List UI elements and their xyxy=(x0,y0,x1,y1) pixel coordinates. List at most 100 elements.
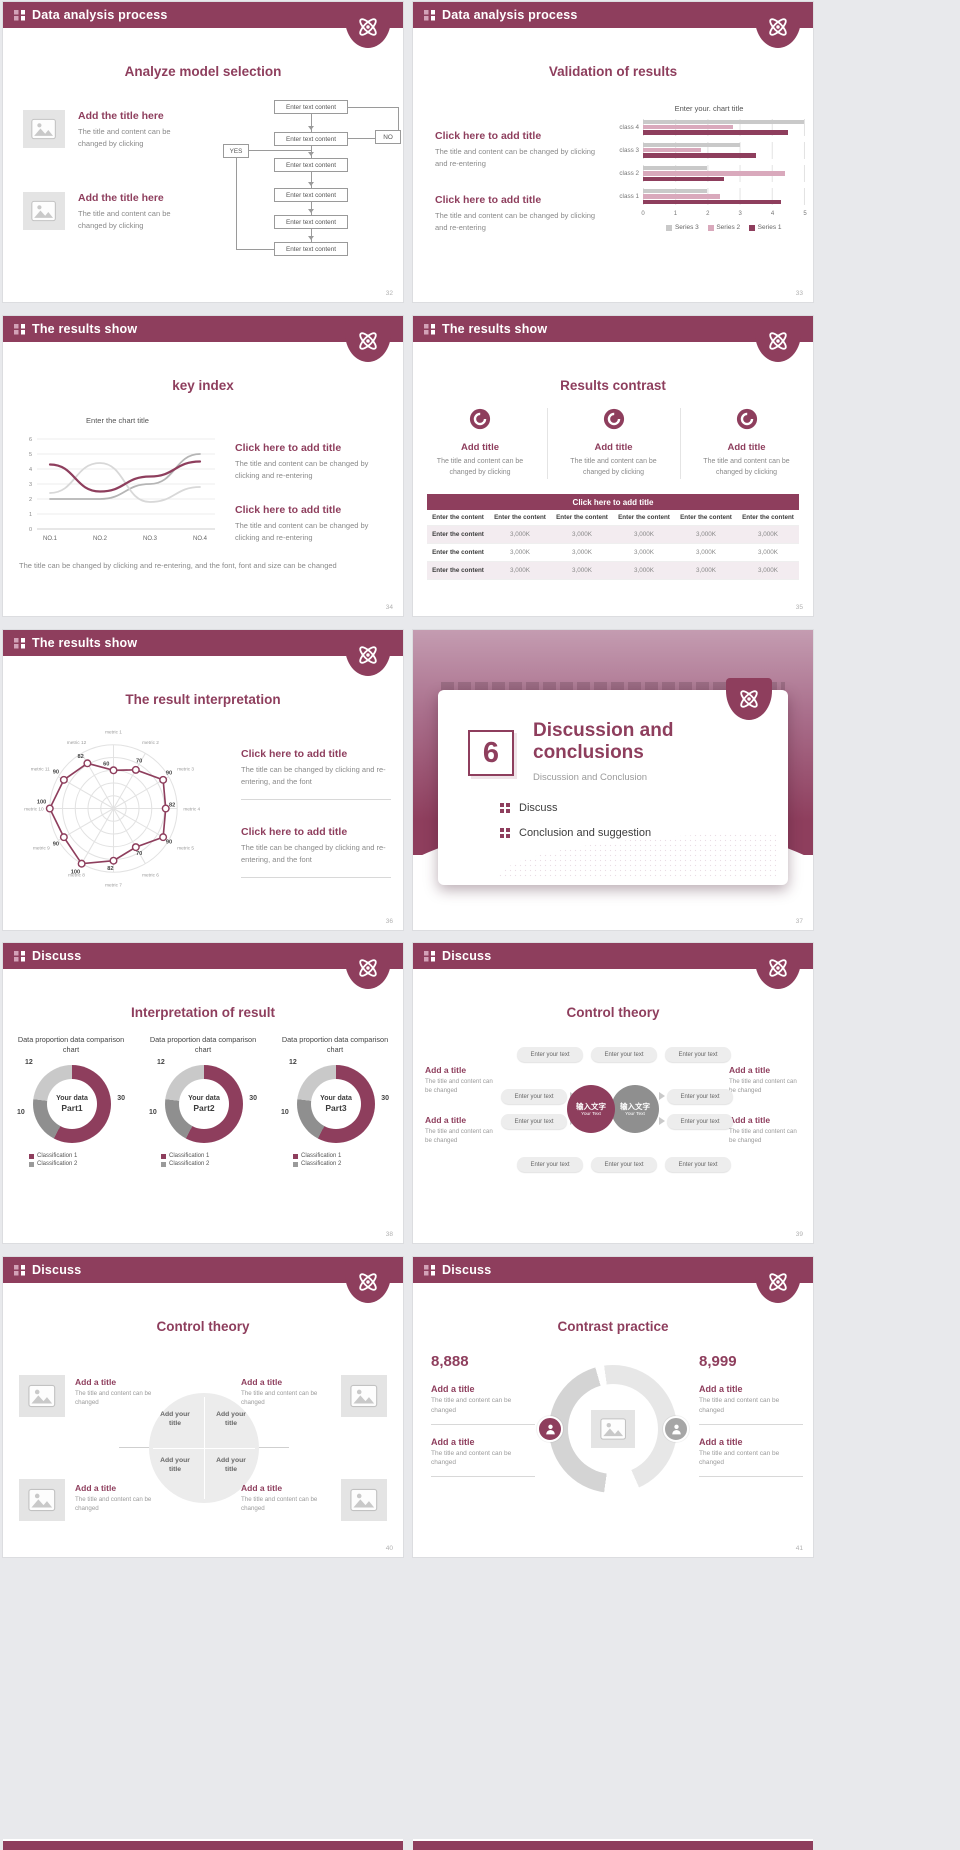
slide-thumbnail-38[interactable]: Discuss Interpretation of result Data pr… xyxy=(3,943,403,1243)
item-body: The title can be changed by clicking and… xyxy=(241,765,386,786)
image-placeholder xyxy=(341,1479,387,1521)
slide-thumbnail-34[interactable]: The results show key index Enter the cha… xyxy=(3,316,403,616)
quadrant-label: Add your title xyxy=(216,1457,246,1473)
stat-number: 8,999 xyxy=(699,1353,737,1370)
corner-item: Add a title The title and content can be… xyxy=(75,1377,152,1407)
svg-text:metric 10: metric 10 xyxy=(24,807,44,813)
donut-group: Data proportion data comparison chart 12… xyxy=(277,1035,393,1167)
slide-thumbnail-35[interactable]: The results show Results contrast Add ti… xyxy=(413,316,813,616)
svg-text:metric 8: metric 8 xyxy=(68,872,85,878)
item-title: Add the title here xyxy=(78,110,164,122)
item-title: Click here to add title xyxy=(241,826,348,838)
slide-thumbnail-37[interactable]: 6 Discussion and conclusions Discussion … xyxy=(413,630,813,930)
corner-item: Add a title The title and content can be… xyxy=(241,1483,318,1513)
content-item: Add the title here The title and content… xyxy=(23,192,203,231)
grid-dots-icon xyxy=(424,9,435,21)
data-table: Click here to add title Enter the conten… xyxy=(427,494,799,580)
picture-icon xyxy=(600,1354,626,1504)
page-number: 34 xyxy=(385,604,393,611)
slide-header-title: The results show xyxy=(442,322,548,336)
grid-dots-icon xyxy=(14,950,25,962)
item-title: Click here to add title xyxy=(235,442,342,454)
x-axis: 0 1 2 3 4 5 xyxy=(641,211,807,218)
page-number: 41 xyxy=(795,1545,803,1552)
grid-dots-icon xyxy=(500,803,510,813)
section-subtitle: Discussion and Conclusion xyxy=(533,772,648,783)
person-badge-right xyxy=(663,1416,689,1442)
line-chart: Enter the chart title 6 5 4 3 2 1 0 xyxy=(15,416,220,548)
person-icon xyxy=(544,1423,557,1436)
svg-text:metric 3: metric 3 xyxy=(177,766,194,772)
footnote: The title can be changed by clicking and… xyxy=(19,561,337,570)
content-item: Click here to add title The title and co… xyxy=(435,194,597,233)
atom-logo-icon xyxy=(355,14,381,40)
image-placeholder xyxy=(19,1479,65,1521)
grid-dots-icon xyxy=(424,950,435,962)
text-pill: Enter your text xyxy=(501,1089,567,1104)
side-item: Add a title The title and content can be… xyxy=(425,1115,493,1145)
image-placeholder xyxy=(591,1410,635,1448)
slide-header-title: Discuss xyxy=(32,1263,82,1277)
svg-text:82: 82 xyxy=(77,754,83,760)
grid-dots-icon xyxy=(14,1264,25,1276)
slide-header-title: Data analysis process xyxy=(32,8,168,22)
logo-badge xyxy=(345,947,391,989)
chart-title: Enter your. chart title xyxy=(674,104,744,113)
donut-legend: Classification 1 Classification 2 xyxy=(277,1153,393,1167)
next-slide-partial[interactable] xyxy=(3,1839,403,1850)
slide-thumbnail-36[interactable]: The results show The result interpretati… xyxy=(3,630,403,930)
text-pill: Enter your text xyxy=(665,1047,731,1062)
svg-text:6: 6 xyxy=(29,437,32,443)
table-row: Enter the content 3,000K 3,000K 3,000K 3,0… xyxy=(427,526,799,544)
item-title: Click here to add title xyxy=(435,130,542,142)
logo-badge xyxy=(345,1261,391,1303)
content-item: Click here to add title The title and co… xyxy=(435,130,597,169)
bar-group: class 4 xyxy=(613,119,805,136)
content-item: Add the title here The title and content… xyxy=(23,110,203,149)
svg-text:90: 90 xyxy=(53,842,59,848)
item-title: Add the title here xyxy=(78,192,164,204)
right-stats: 8,999 Add a title The title and content … xyxy=(699,1353,811,1477)
person-badge-left xyxy=(537,1416,563,1442)
donut-title: Data proportion data comparison chart xyxy=(281,1035,389,1054)
next-slide-partial[interactable] xyxy=(413,1839,813,1850)
picture-icon xyxy=(28,1425,56,1557)
side-item: Add a title The title and content can be… xyxy=(729,1065,797,1095)
slide-title: Control theory xyxy=(156,1319,250,1334)
slide-thumbnail-39[interactable]: Discuss Control theory Add a title The t… xyxy=(413,943,813,1243)
section-number: 6 xyxy=(468,730,514,776)
corner-item: Add a title The title and content can be… xyxy=(241,1377,318,1407)
person-icon xyxy=(670,1423,683,1436)
atom-logo-icon xyxy=(765,1269,791,1295)
stat-item: Add a title The title and content can be… xyxy=(699,1437,811,1477)
slide-thumbnail-41[interactable]: Discuss Contrast practice 8,888 Add a ti… xyxy=(413,1257,813,1557)
slide-thumbnail-33[interactable]: Data analysis process Validation of resu… xyxy=(413,2,813,302)
atom-logo-icon xyxy=(355,955,381,981)
table-row: Enter the content 3,000K 3,000K 3,000K 3,0… xyxy=(427,544,799,562)
slide-thumbnail-40[interactable]: Discuss Control theory Add a title The t… xyxy=(3,1257,403,1557)
donut-legend: Classification 1 Classification 2 xyxy=(13,1153,129,1167)
quadrant-label: Add your title xyxy=(160,1457,190,1473)
svg-text:metric 7: metric 7 xyxy=(105,883,122,889)
atom-logo-icon xyxy=(355,328,381,354)
atom-logo-icon xyxy=(355,1269,381,1295)
logo-badge xyxy=(726,678,772,720)
slide-thumbnail-32[interactable]: Data analysis process Analyze model sele… xyxy=(3,2,403,302)
quadrant-circle xyxy=(149,1393,259,1503)
donut-chart-icon xyxy=(469,408,491,430)
content-item: Click here to add title The title can be… xyxy=(241,826,391,879)
content-item: Click here to add title The title can be… xyxy=(241,748,391,801)
slide-header-title: Discuss xyxy=(442,1263,492,1277)
bullet-item: Conclusion and suggestion xyxy=(500,827,651,839)
svg-text:metric 1: metric 1 xyxy=(105,729,122,735)
column-body: The title and content can be changed by … xyxy=(703,458,790,476)
slide-title: Control theory xyxy=(566,1005,660,1020)
grid-dots-icon xyxy=(14,323,25,335)
svg-text:3: 3 xyxy=(29,482,32,488)
section-card: 6 Discussion and conclusions Discussion … xyxy=(438,678,788,885)
text-pill: Enter your text xyxy=(501,1114,567,1129)
result-column: Add title The title and content can be c… xyxy=(546,408,680,479)
flow-box: Enter text content xyxy=(274,188,348,202)
column-body: The title and content can be changed by … xyxy=(570,458,657,476)
